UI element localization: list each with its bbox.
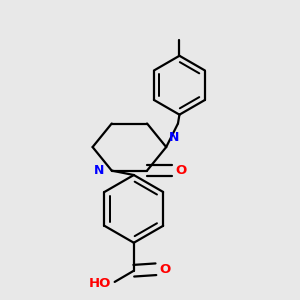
Text: O: O bbox=[160, 263, 171, 276]
Text: HO: HO bbox=[89, 277, 111, 290]
Text: N: N bbox=[94, 164, 104, 177]
Text: O: O bbox=[176, 164, 187, 177]
Text: N: N bbox=[169, 131, 179, 144]
